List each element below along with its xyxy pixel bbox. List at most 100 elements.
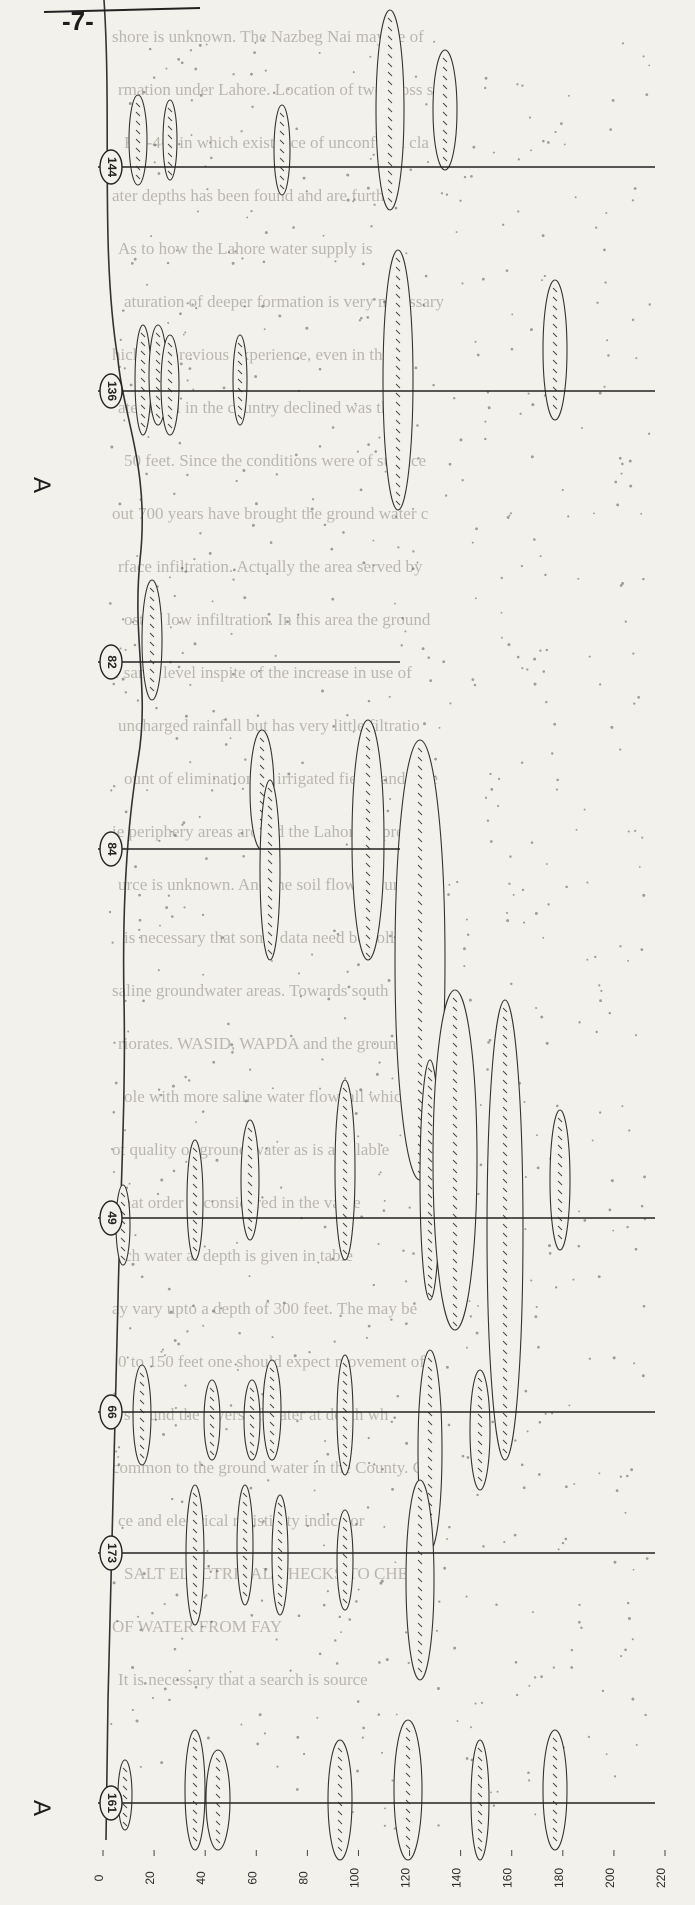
dot	[295, 453, 298, 456]
lens	[394, 1720, 422, 1860]
dot	[205, 857, 208, 860]
dot	[531, 841, 534, 844]
dot	[246, 216, 248, 218]
dot	[357, 451, 359, 453]
dot	[412, 567, 415, 570]
dot	[548, 1244, 551, 1247]
dot	[290, 1035, 292, 1037]
dot	[537, 1166, 540, 1169]
dot	[301, 761, 304, 764]
dot	[469, 999, 472, 1002]
dot	[547, 141, 550, 144]
dot	[523, 1101, 525, 1103]
dot	[447, 893, 450, 896]
dot	[319, 52, 321, 54]
dot	[330, 548, 333, 551]
dot	[378, 1061, 380, 1063]
dot	[333, 929, 336, 932]
dot	[276, 473, 278, 475]
dot	[300, 995, 302, 997]
dot	[199, 44, 202, 47]
dot	[568, 1404, 570, 1406]
dot	[501, 577, 503, 579]
dot	[578, 1621, 581, 1624]
dot	[368, 1462, 370, 1464]
dot	[171, 1498, 173, 1500]
dot	[475, 527, 478, 530]
dot	[235, 1363, 237, 1365]
dot	[145, 473, 148, 476]
dot	[637, 696, 640, 699]
dot	[131, 1666, 134, 1669]
dot	[401, 617, 404, 620]
dot	[211, 789, 213, 791]
dot	[175, 1424, 177, 1426]
dot	[484, 438, 486, 440]
dot	[242, 788, 244, 790]
dot	[164, 1603, 166, 1605]
dot	[603, 386, 605, 388]
dot	[498, 778, 500, 780]
lens	[352, 720, 384, 960]
dot	[202, 1110, 205, 1113]
dot	[635, 1034, 637, 1036]
dot	[176, 1679, 178, 1681]
dot	[261, 305, 264, 308]
dot	[292, 226, 295, 229]
dot	[180, 362, 183, 365]
dot	[530, 328, 533, 331]
dot	[232, 73, 234, 75]
dot	[267, 1479, 269, 1481]
dot	[137, 699, 139, 701]
dot	[253, 51, 256, 54]
dot	[334, 1340, 336, 1342]
dot	[459, 438, 462, 441]
dot	[628, 1129, 630, 1131]
dot	[334, 260, 336, 262]
dot	[231, 633, 233, 635]
dot	[200, 94, 203, 97]
dot	[146, 284, 148, 286]
dot	[167, 262, 169, 264]
dot	[367, 1506, 369, 1508]
dot	[381, 1752, 383, 1754]
dot	[316, 1460, 318, 1462]
dot	[211, 1200, 213, 1202]
dot	[193, 558, 195, 560]
dot	[115, 1082, 118, 1085]
well-label: 82	[105, 655, 119, 669]
dot	[252, 524, 255, 527]
dot	[469, 1300, 471, 1302]
dot	[319, 445, 322, 448]
bleed-line: riorates. WASID, WAPDA and the ground	[118, 1034, 405, 1053]
dot	[132, 621, 134, 623]
dot	[298, 1614, 301, 1617]
dot	[556, 789, 558, 791]
dot	[606, 1753, 608, 1755]
dot	[174, 834, 177, 837]
dot	[115, 1450, 117, 1452]
dot	[476, 1494, 478, 1496]
dot	[374, 450, 377, 453]
dot	[296, 1736, 299, 1739]
depth-tick-label: 200	[603, 1868, 617, 1888]
well-label: 173	[105, 1543, 119, 1563]
dot	[344, 1017, 346, 1019]
dot	[509, 855, 511, 857]
dot	[643, 1305, 646, 1308]
dot	[467, 1456, 470, 1459]
lens	[187, 1140, 203, 1260]
dot	[227, 1023, 230, 1026]
dot	[209, 552, 212, 555]
bleed-line: out 700 years have brought the ground wa…	[112, 504, 429, 523]
dot	[612, 1230, 614, 1232]
dot	[319, 368, 322, 371]
well-label: 66	[105, 1405, 119, 1419]
dot	[124, 1129, 126, 1131]
dot	[125, 1000, 127, 1002]
dot	[171, 915, 174, 918]
dot	[405, 1442, 408, 1445]
dot	[391, 1779, 393, 1781]
dot	[486, 1068, 489, 1071]
dot	[441, 192, 443, 194]
